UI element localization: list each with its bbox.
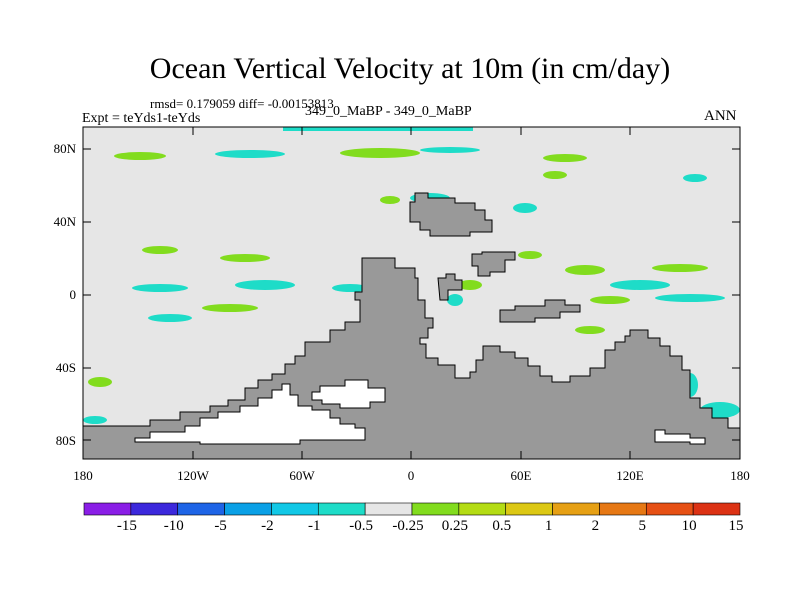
lat-label: 0	[70, 287, 77, 302]
inland-region-center	[311, 379, 386, 409]
colorbar-box	[130, 502, 179, 516]
lon-labels: 180 120W 60W 0 60E 120E 180	[73, 468, 750, 483]
land-india-asia	[437, 273, 463, 301]
lat-label: 80S	[56, 433, 76, 448]
lat-label: 80N	[54, 141, 77, 156]
colorbar-box	[177, 502, 225, 516]
colorbar-box	[645, 502, 694, 516]
lon-label: 180	[730, 468, 750, 483]
land-middle-east	[471, 251, 516, 277]
lon-axis	[192, 127, 631, 459]
lat-axis	[83, 148, 740, 441]
inland-region-west	[134, 383, 366, 445]
colorbar-label: 1	[545, 518, 553, 534]
colorbar-label: 15	[729, 518, 744, 534]
land-southeast-asia	[499, 299, 581, 323]
colorbar-label: -5	[214, 518, 227, 534]
experiment-label: Expt = teYds1-teYds	[82, 111, 201, 126]
colorbar-box	[505, 502, 553, 516]
colorbar-label: -10	[164, 518, 184, 534]
land-africa-north	[409, 192, 493, 237]
lat-label: 40N	[54, 214, 77, 229]
colorbar-box	[364, 502, 413, 516]
inland-regions	[134, 379, 706, 445]
top-anomaly-strip	[283, 127, 473, 131]
lon-label: 60W	[289, 468, 315, 483]
colorbar-box	[458, 502, 507, 516]
colorbar-box	[552, 502, 600, 516]
colorbar-label: 10	[682, 518, 697, 534]
lon-label: 120E	[616, 468, 644, 483]
colorbar-label: -2	[261, 518, 274, 534]
colorbar-labels: -15 -10 -5 -2 -1 -0.5 -0.25 0.25 0.5 1 2 5 10 15	[117, 518, 744, 534]
case-label: 349_0_MaBP - 349_0_MaBP	[305, 104, 472, 119]
inland-region-east	[654, 429, 706, 445]
lat-label: 40S	[56, 360, 76, 375]
colorbar-box	[224, 502, 272, 516]
colorbar-label: 5	[639, 518, 647, 534]
stats-label: rmsd= 0.179059 diff= -0.00153813	[150, 96, 334, 111]
colorbar-box	[599, 502, 647, 516]
colorbar-box	[411, 502, 460, 516]
lon-label: 60E	[511, 468, 532, 483]
lat-labels: 80N 40N 0 40S 80S	[54, 141, 77, 448]
colorbar-box	[692, 502, 741, 516]
colorbar-label: 0.25	[442, 518, 468, 534]
lon-label: 180	[73, 468, 93, 483]
lon-label: 120W	[177, 468, 210, 483]
colorbar-label: -0.25	[392, 518, 423, 534]
colorbar	[83, 502, 741, 516]
colorbar-box	[271, 502, 319, 516]
colorbar-label: -15	[117, 518, 137, 534]
colorbar-box	[83, 502, 132, 516]
map-title: Ocean Vertical Velocity at 10m (in cm/da…	[149, 52, 671, 85]
season-label: ANN	[704, 108, 737, 124]
colorbar-label: -0.5	[349, 518, 373, 534]
colorbar-label: 0.5	[492, 518, 511, 534]
colorbar-label: -1	[308, 518, 321, 534]
lon-label: 0	[408, 468, 415, 483]
colorbar-label: 2	[592, 518, 600, 534]
colorbar-box	[317, 502, 366, 516]
